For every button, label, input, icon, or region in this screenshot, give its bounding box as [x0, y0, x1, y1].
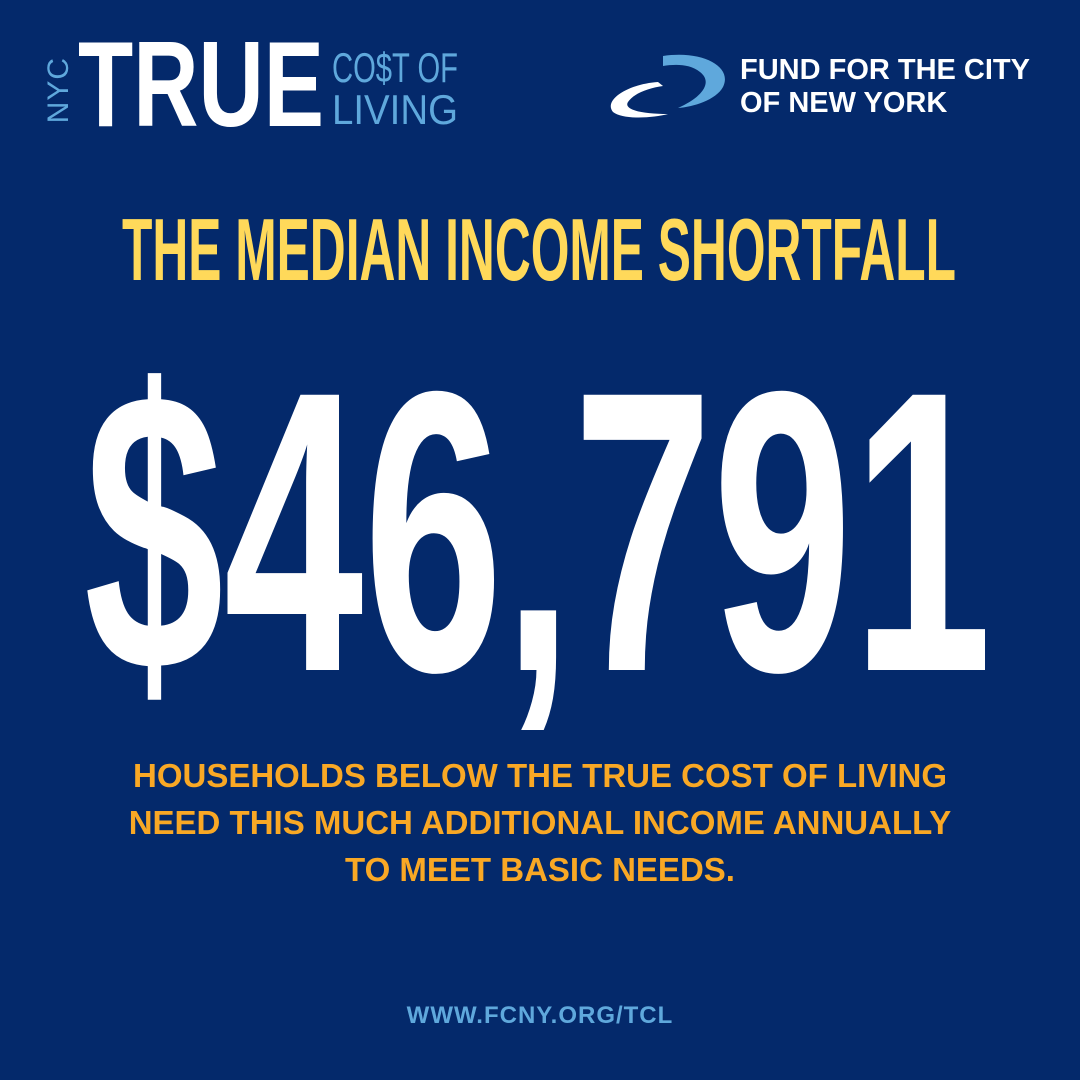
shortfall-amount-text: $46,791 — [84, 340, 992, 730]
true-logo: TRUE — [78, 34, 324, 130]
description-line: NEED THIS MUCH ADDITIONAL INCOME ANNUALL… — [128, 804, 952, 841]
cost-of-text: CO$T OF — [332, 50, 458, 91]
cost-of-living-logo: CO$T OF LIVING — [332, 50, 458, 128]
fcny-logo-text: FUND FOR THE CITY OF NEW YORK — [740, 54, 1030, 120]
headline-text: THE MEDIAN INCOME SHORTFALL — [122, 205, 956, 290]
nyc-text: NYC — [42, 56, 75, 124]
description: HOUSEHOLDS BELOW THE TRUE COST OF LIVING… — [40, 752, 1040, 893]
shortfall-amount: $46,791 — [84, 340, 992, 730]
fcny-line-1: FUND FOR THE CITY — [740, 54, 1030, 86]
nyc-logo-part: NYC — [42, 50, 75, 130]
description-line: TO MEET BASIC NEEDS. — [345, 851, 735, 888]
true-logo-text: TRUE — [78, 34, 324, 130]
website-link[interactable]: WWW.FCNY.ORG/TCL — [406, 1002, 674, 1029]
living-text: LIVING — [332, 86, 458, 128]
fcny-line-2: OF NEW YORK — [740, 87, 948, 119]
description-line: HOUSEHOLDS BELOW THE TRUE COST OF LIVING — [132, 757, 947, 794]
fcny-swoosh-icon — [610, 54, 725, 118]
headline: THE MEDIAN INCOME SHORTFALL — [122, 205, 956, 290]
